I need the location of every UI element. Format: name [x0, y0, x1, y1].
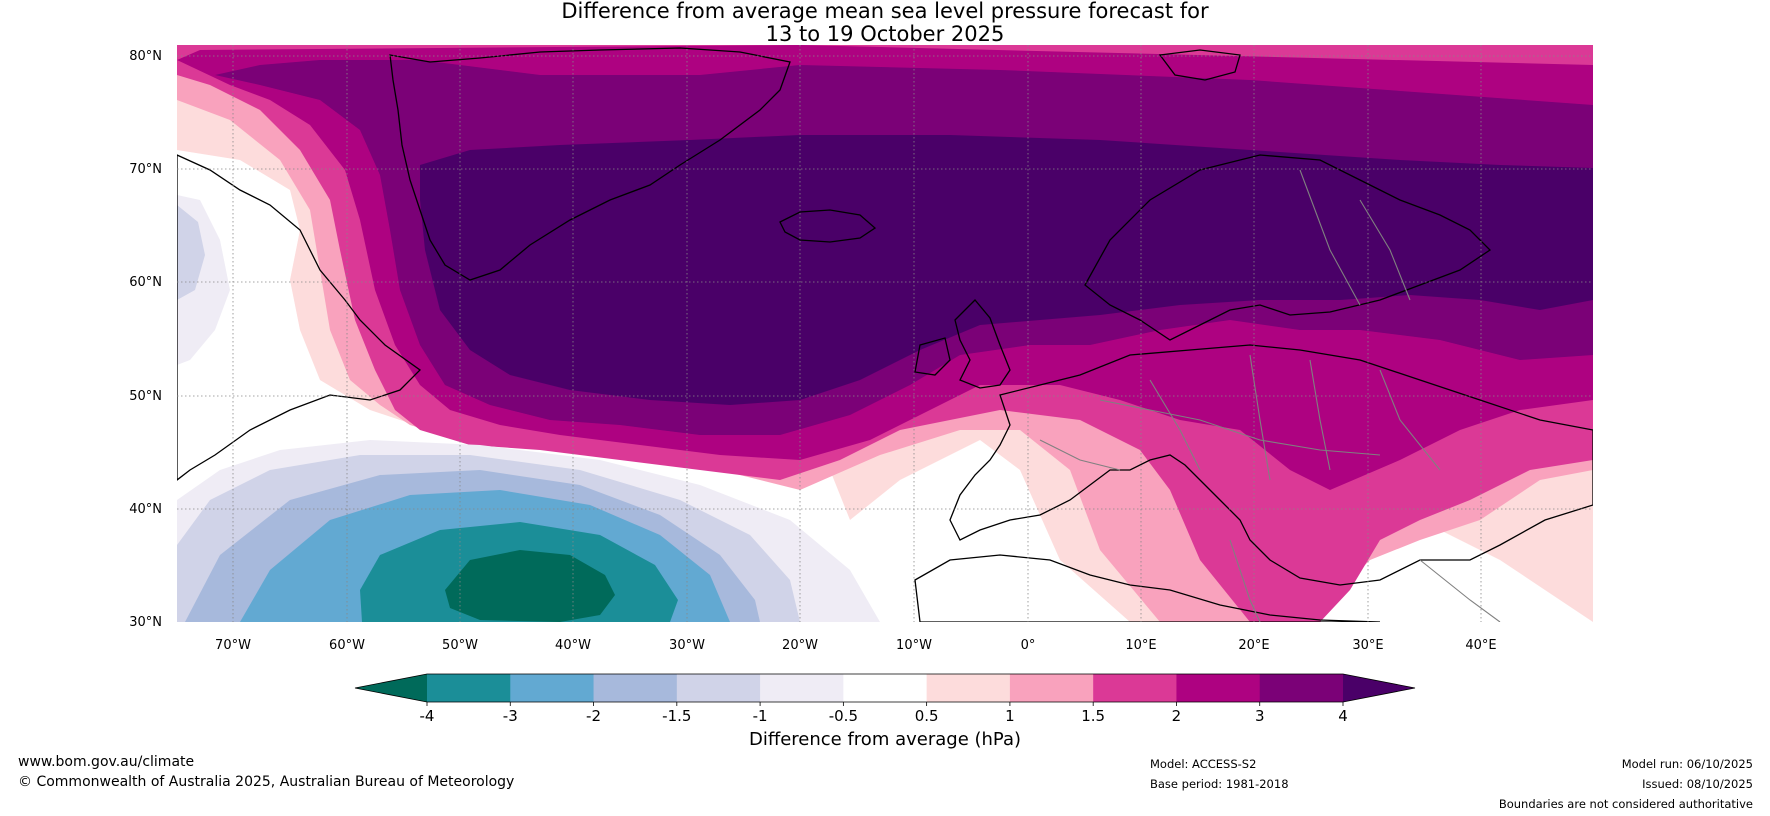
colorbar-segment [593, 674, 678, 702]
lat-label: 50°N [129, 389, 162, 404]
lon-label: 60°W [329, 638, 365, 653]
colorbar-tick-label: 1.5 [1081, 707, 1105, 725]
coast-europe [949, 344, 1593, 586]
colorbar-tick-label: -2 [586, 707, 601, 725]
border-line [1359, 199, 1411, 301]
coast-scandinavia [1084, 154, 1492, 341]
negative-anomaly-field [177, 195, 880, 622]
lon-label: 30°E [1352, 638, 1383, 653]
border-line [1419, 559, 1501, 622]
colorbar-tick-label: -0.5 [829, 707, 858, 725]
border-line [1299, 169, 1361, 306]
colorbar-tick-label: -1.5 [662, 707, 691, 725]
coast-iceland [779, 209, 877, 243]
border-line [1249, 354, 1271, 481]
lat-label: 40°N [129, 502, 162, 517]
colorbar-tick-label: 3 [1255, 707, 1265, 725]
lat-label: 80°N [129, 49, 162, 64]
colorbar: -4 -3 -2 -1.5 -1 -0.5 0.5 1 1.5 2 3 4 [354, 673, 1416, 725]
title-line-1: Difference from average mean sea level p… [561, 0, 1209, 23]
lon-label: 20°W [782, 638, 818, 653]
contour-gt-4 [420, 135, 1593, 405]
colorbar-extend-low [355, 674, 427, 702]
colorbar-segment [1009, 674, 1094, 702]
lon-label: 30°W [669, 638, 705, 653]
colorbar-segment [427, 674, 511, 702]
website-text: www.bom.gov.au/climate [18, 754, 195, 770]
colorbar-tick-label: 4 [1338, 707, 1348, 725]
chart-title: Difference from average mean sea level p… [0, 0, 1770, 46]
model-text: Model: ACCESS-S2 [1150, 757, 1257, 771]
colorbar-segment [1259, 674, 1344, 702]
colorbar-tick-label: 1 [1005, 707, 1015, 725]
base-period-text: Base period: 1981-2018 [1150, 777, 1289, 791]
colorbar-label: Difference from average (hPa) [749, 729, 1021, 750]
lat-label: 70°N [129, 162, 162, 177]
latitude-labels: 80°N 70°N 60°N 50°N 40°N 30°N [129, 49, 162, 630]
colorbar-segment [510, 674, 595, 702]
border-line [1039, 439, 1121, 471]
gridlines [177, 45, 1593, 622]
colorbar-tick-label: 0.5 [915, 707, 939, 725]
coast-canada [177, 154, 422, 481]
colorbar-tick-label: -1 [753, 707, 768, 725]
border-line [1309, 359, 1331, 471]
coastlines [177, 47, 1593, 622]
copyright-text: © Commonwealth of Australia 2025, Austra… [18, 774, 515, 790]
colorbar-segment [1093, 674, 1177, 702]
lon-label: 40°W [555, 638, 591, 653]
colorbar-tick-label: 2 [1172, 707, 1182, 725]
colorbar-segment [760, 674, 844, 702]
border-line [1099, 399, 1381, 456]
colorbar-tick-label: -4 [420, 707, 435, 725]
colorbar-segment [926, 674, 1011, 702]
positive-anomaly-field [177, 45, 1593, 622]
lon-label: 10°E [1125, 638, 1156, 653]
coast-greenland [389, 47, 791, 281]
issued-text: Issued: 08/10/2025 [1642, 777, 1753, 791]
coast-svalbard [1158, 49, 1241, 81]
map-area [177, 45, 1593, 622]
lon-label: 50°W [442, 638, 478, 653]
lat-label: 30°N [129, 615, 162, 630]
colorbar-segment [1176, 674, 1261, 702]
longitude-labels: 70°W 60°W 50°W 40°W 30°W 20°W 10°W 0° 10… [215, 638, 1497, 653]
border-line [1379, 369, 1441, 471]
disclaimer-text: Boundaries are not considered authoritat… [1498, 797, 1753, 811]
colorbar-tick-label: -3 [503, 707, 518, 725]
lon-label: 0° [1021, 638, 1036, 653]
lon-label: 40°E [1465, 638, 1496, 653]
lon-label: 70°W [215, 638, 251, 653]
border-line [1149, 379, 1201, 471]
title-line-2: 13 to 19 October 2025 [765, 22, 1005, 46]
border-line [1229, 539, 1261, 622]
lat-label: 60°N [129, 275, 162, 290]
coast-ireland [914, 337, 951, 376]
coast-uk [954, 299, 1011, 389]
contour-neg-1-west [177, 205, 205, 300]
lon-label: 10°W [896, 638, 932, 653]
model-run-text: Model run: 06/10/2025 [1621, 757, 1753, 771]
lon-label: 20°E [1238, 638, 1269, 653]
colorbar-extend-high [1343, 674, 1415, 702]
colorbar-segment [843, 674, 928, 702]
coast-africa [914, 554, 1381, 622]
colorbar-segment [676, 674, 761, 702]
country-borders [1039, 169, 1501, 622]
contour-neg-4 [445, 550, 615, 622]
